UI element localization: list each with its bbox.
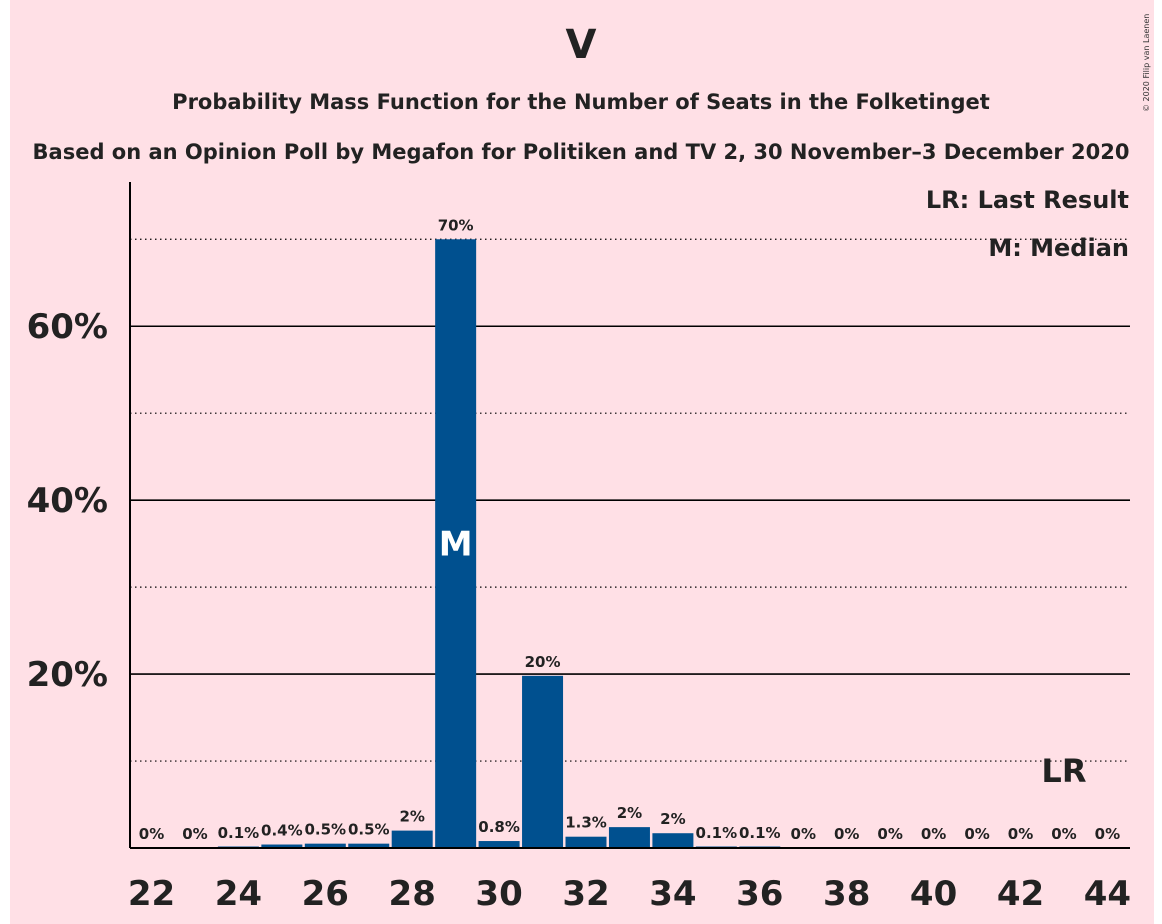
data-label-seat-30: 0.8% [478, 818, 520, 836]
data-label-seat-34: 2% [660, 810, 685, 828]
x-tick-label: 44 [1084, 874, 1131, 914]
data-label-seat-43: 0% [1051, 825, 1076, 843]
data-label-seat-31: 20% [525, 653, 561, 671]
bar-seat-33 [608, 827, 650, 848]
bar-seat-30 [478, 841, 520, 848]
axes: 20% 40% 60% 22 24 26 28 30 32 34 36 38 40 42 44 [27, 182, 1131, 914]
x-tick-label: 24 [215, 874, 262, 914]
data-label-seat-39: 0% [877, 825, 902, 843]
data-label-seat-24: 0.1% [218, 824, 260, 842]
data-labels: 0% 0% 0.1% 0.4% 0.5% 0.5%2%70%0.8%20%1.3%2% 2%… [139, 216, 1120, 843]
x-tick-label: 42 [997, 874, 1044, 914]
data-label-seat-42: 0% [1008, 825, 1033, 843]
grid-lines [130, 238, 1130, 762]
data-label-seat-41: 0% [964, 825, 989, 843]
data-label-seat-38: 0% [834, 825, 859, 843]
data-label-seat-35: 0.1% [696, 824, 738, 842]
x-tick-label: 34 [649, 874, 696, 914]
data-label-seat-36: 0.1% [739, 824, 781, 842]
bar-seat-26 [304, 843, 346, 848]
chart-title: V [565, 22, 597, 68]
data-label-seat-25: 0.4% [261, 822, 303, 840]
bar-seat-34 [652, 833, 694, 848]
bar-seat-25 [261, 844, 303, 848]
x-tick-label: 28 [389, 874, 436, 914]
x-tick-label: 30 [475, 874, 522, 914]
chart-background [10, 0, 1154, 924]
y-tick-label: 40% [27, 481, 108, 521]
data-label-seat-23: 0% [182, 825, 207, 843]
bar-seat-32 [565, 836, 607, 848]
bars [217, 239, 781, 848]
median-marker: M [439, 525, 473, 565]
bar-seat-27 [348, 843, 390, 848]
x-tick-label: 36 [736, 874, 783, 914]
y-tick-label: 60% [27, 307, 108, 347]
y-tick-label: 20% [27, 655, 108, 695]
data-label-seat-22: 0% [139, 825, 164, 843]
data-label-seat-37: 0% [791, 825, 816, 843]
data-label-seat-29: 70% [438, 216, 474, 234]
data-label-seat-28: 2% [399, 808, 424, 826]
bar-seat-31 [522, 675, 564, 848]
x-tick-label: 38 [823, 874, 870, 914]
x-tick-label: 26 [302, 874, 349, 914]
legend-median: M: Median [988, 234, 1129, 262]
x-tick-label: 40 [910, 874, 957, 914]
data-label-seat-33: 2% [617, 804, 642, 822]
data-label-seat-27: 0.5% [348, 821, 390, 839]
x-tick-label: 32 [562, 874, 609, 914]
chart-subtitle: Probability Mass Function for the Number… [172, 90, 990, 114]
x-tick-label: 22 [128, 874, 175, 914]
data-label-seat-40: 0% [921, 825, 946, 843]
chart-subtitle-poll: Based on an Opinion Poll by Megafon for … [32, 140, 1130, 164]
bar-seat-29 [435, 239, 477, 848]
data-label-seat-44: 0% [1095, 825, 1120, 843]
data-label-seat-26: 0.5% [304, 821, 346, 839]
legend-last-result: LR: Last Result [925, 186, 1129, 214]
bar-seat-28 [391, 830, 433, 848]
last-result-marker: LR [1041, 752, 1086, 790]
data-label-seat-32: 1.3% [565, 814, 607, 832]
